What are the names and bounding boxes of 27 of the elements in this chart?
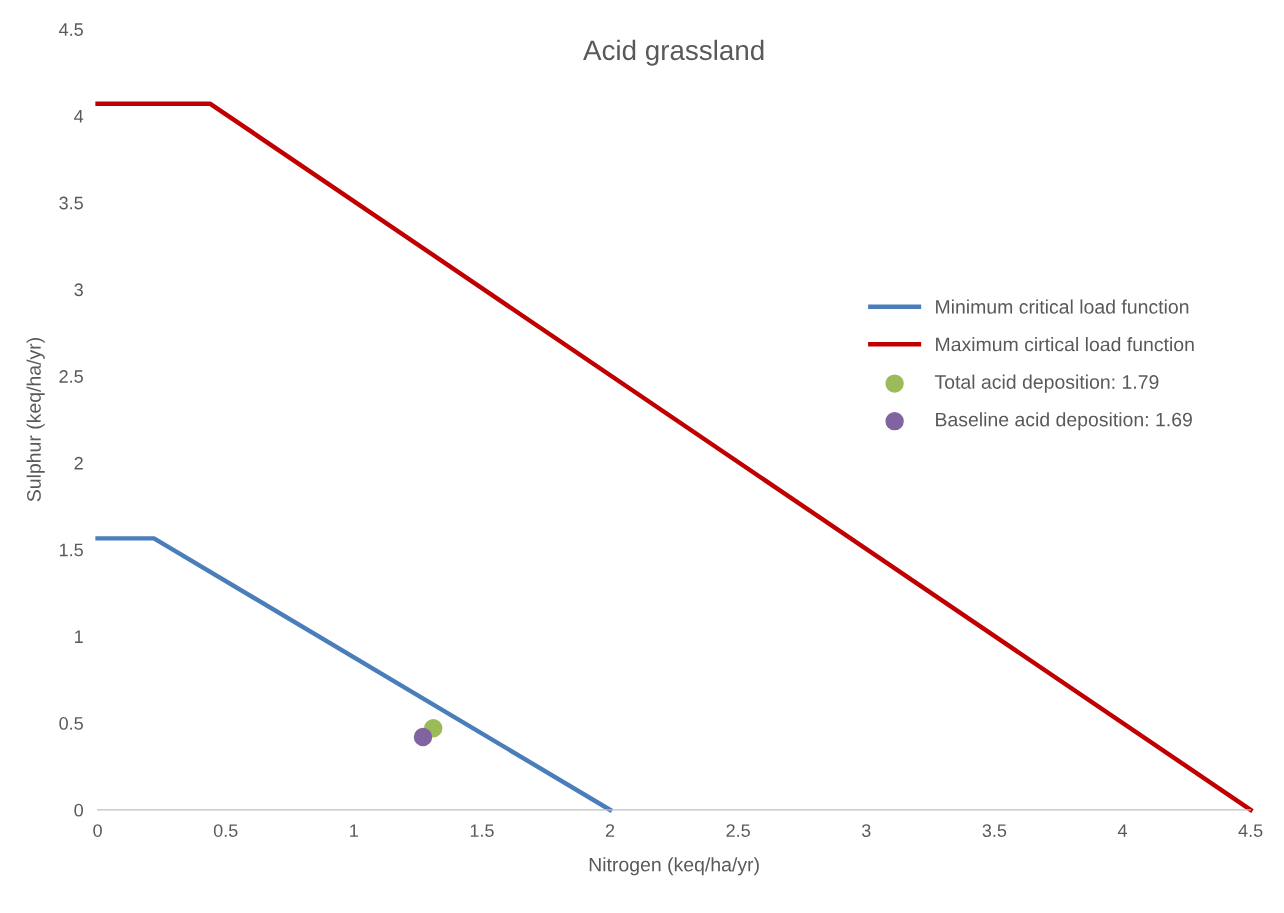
legend-label: Baseline acid deposition: 1.69 — [936, 412, 1192, 431]
legend-label: Total acid deposition: 1.79 — [934, 374, 1159, 393]
y-tick-label: 1 — [75, 630, 83, 643]
y-tick-label: 2.5 — [59, 370, 83, 383]
y-tick-label: 4.5 — [59, 23, 83, 36]
x-tick-label: 3 — [861, 824, 871, 837]
y-tick-label: 0 — [74, 803, 83, 817]
x-tick-label: 4 — [1117, 824, 1127, 837]
y-tick-label: 1.5 — [59, 543, 83, 557]
chart-title: Acid grassland — [583, 39, 764, 66]
x-tick-label: 2.5 — [726, 824, 750, 837]
x-tick-label: 0 — [93, 824, 102, 837]
legend-label: Minimum critical load function — [936, 299, 1189, 314]
x-tick-label: 0.5 — [213, 824, 238, 837]
y-axis-title: Sulphur (keq/ha/yr) — [26, 338, 45, 502]
y-tick-label: 3 — [74, 283, 83, 297]
y-tick-label: 0.5 — [59, 717, 83, 730]
x-axis-title: Nitrogen (keq/ha/yr) — [589, 857, 759, 876]
x-tick-label: 4.5 — [1238, 824, 1263, 837]
y-tick-label: 2 — [74, 456, 83, 470]
x-tick-label: 1 — [350, 824, 358, 837]
x-tick-label: 3.5 — [982, 824, 1007, 837]
legend-label: Maximum cirtical load function — [936, 337, 1194, 352]
x-tick-label: 1.5 — [470, 824, 494, 837]
y-tick-label: 3.5 — [59, 196, 83, 210]
y-tick-label: 4 — [74, 110, 84, 123]
x-tick-label: 2 — [605, 824, 615, 837]
